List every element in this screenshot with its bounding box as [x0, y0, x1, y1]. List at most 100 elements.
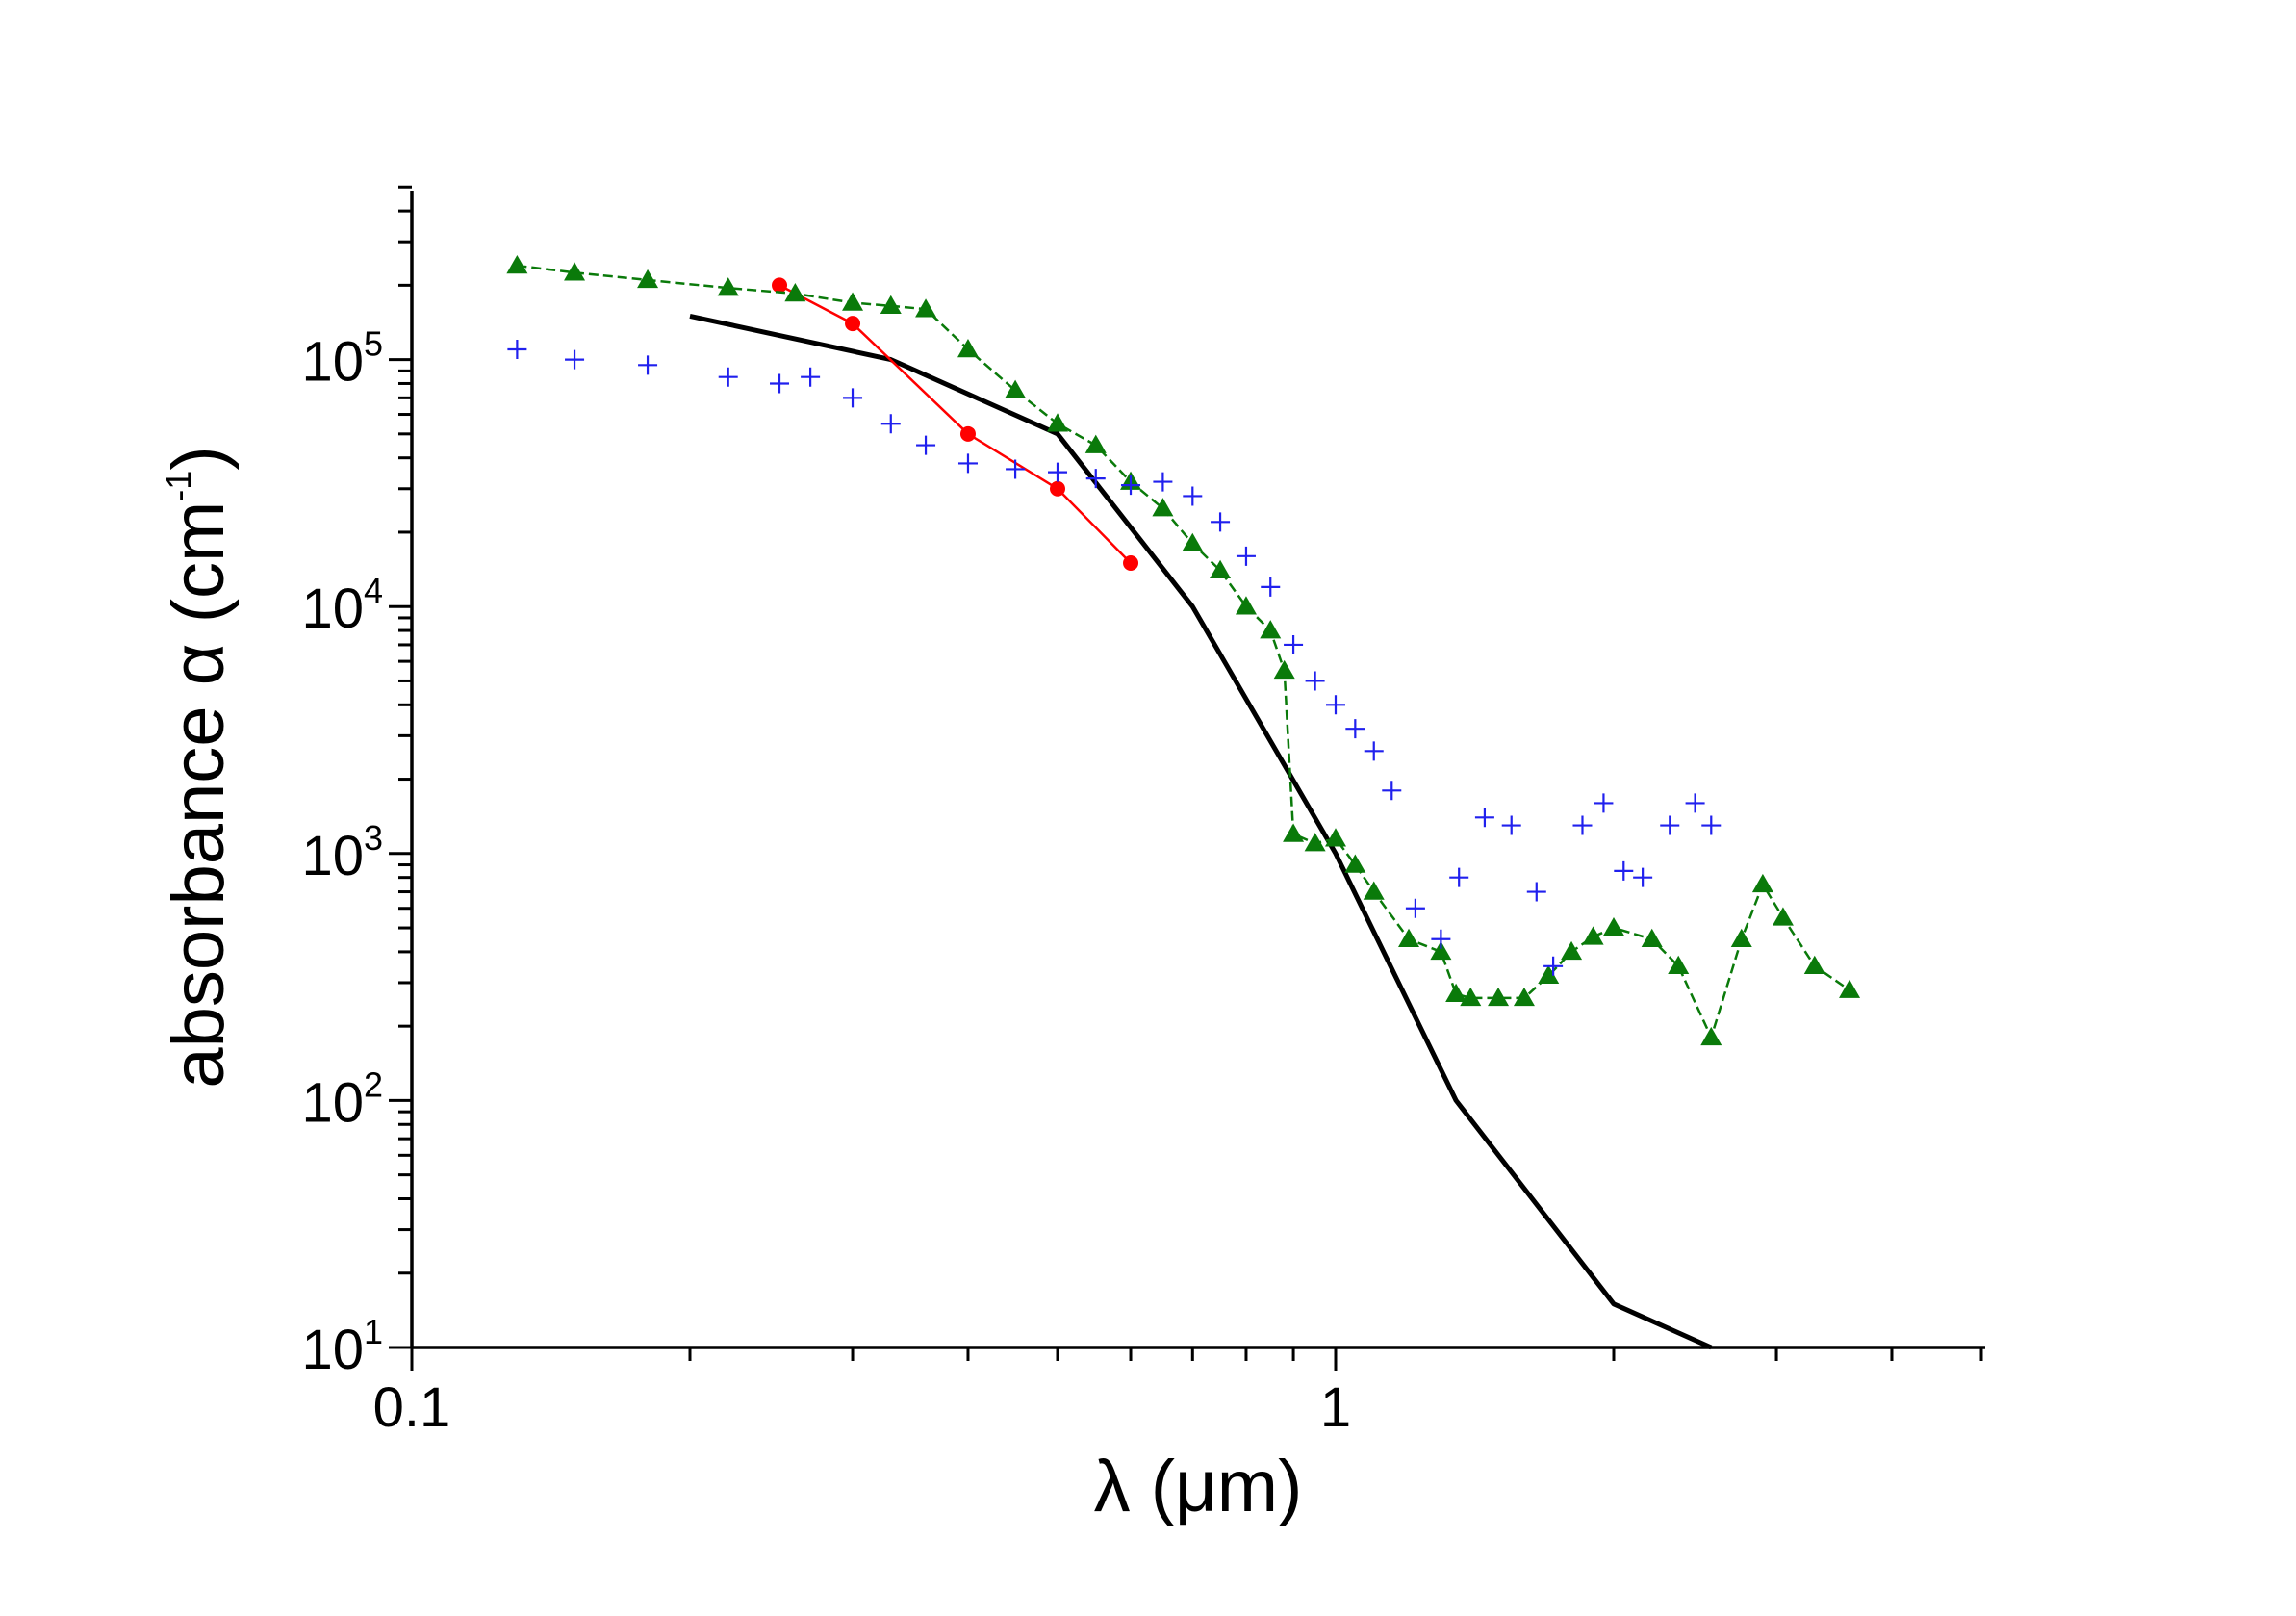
- data-point-triangle: [1641, 928, 1663, 948]
- y-tick-exponent: 3: [364, 818, 383, 858]
- y-tick-base: 10: [301, 577, 364, 640]
- data-point-triangle: [1561, 940, 1583, 961]
- ticks: [389, 185, 1983, 1371]
- y-axis-label: absorbance α (cm-1): [158, 446, 240, 1088]
- series-blue-crosses: [507, 339, 1722, 976]
- data-point-cross: [770, 373, 790, 394]
- data-point-cross: [1685, 793, 1705, 813]
- data-point-triangle: [1047, 413, 1069, 432]
- y-tick-base: 10: [301, 1319, 364, 1381]
- data-point-triangle: [564, 262, 586, 281]
- series-line-black-reference: [689, 313, 1713, 1350]
- data-point-circle: [772, 277, 788, 294]
- series-black-reference: [689, 313, 1713, 1350]
- data-point-triangle: [1344, 854, 1366, 873]
- data-point-triangle: [1325, 828, 1346, 847]
- data-point-triangle: [880, 295, 902, 315]
- y-tick-label: 101: [301, 1312, 383, 1381]
- data-point-cross: [1153, 472, 1173, 492]
- data-point-triangle: [1803, 955, 1825, 975]
- data-point-cross: [507, 339, 527, 359]
- data-point-cross: [1701, 815, 1722, 835]
- data-point-triangle: [637, 269, 659, 289]
- data-point-cross: [1660, 815, 1680, 835]
- data-point-triangle: [1839, 979, 1861, 998]
- y-axis-label-close: ): [158, 446, 240, 470]
- data-point-triangle: [1488, 987, 1510, 1007]
- x-axis-label: λ (μm): [1094, 1446, 1303, 1527]
- y-tick-base: 10: [301, 825, 364, 887]
- data-point-triangle: [1260, 620, 1282, 639]
- y-tick-label: 103: [301, 818, 383, 887]
- y-axis-label-main: absorbance α (cm: [158, 501, 240, 1089]
- data-point-cross: [1431, 929, 1451, 949]
- data-point-cross: [1364, 741, 1384, 761]
- y-tick-exponent: 4: [364, 571, 383, 610]
- data-point-triangle: [1668, 955, 1690, 975]
- y-tick-exponent: 5: [364, 324, 383, 364]
- data-point-triangle: [1398, 928, 1420, 948]
- data-point-triangle: [957, 338, 979, 358]
- data-point-cross: [1449, 867, 1469, 887]
- data-point-cross: [1543, 956, 1564, 976]
- data-point-triangle: [1700, 1026, 1722, 1046]
- data-point-triangle: [1751, 873, 1773, 893]
- data-point-cross: [1345, 719, 1365, 739]
- data-point-cross: [1594, 793, 1614, 813]
- data-point-cross: [1501, 815, 1521, 835]
- y-tick-base: 10: [301, 1071, 364, 1134]
- data-point-triangle: [1772, 907, 1794, 926]
- data-point-cross: [1305, 671, 1325, 691]
- y-tick-label: 105: [301, 324, 383, 394]
- data-point-triangle: [1235, 596, 1257, 615]
- y-tick-label: 104: [301, 571, 383, 640]
- data-point-cross: [1183, 486, 1203, 506]
- data-point-triangle: [717, 277, 739, 296]
- data-point-triangle: [1182, 532, 1204, 551]
- data-point-triangle: [1538, 964, 1560, 985]
- series-line-green-triangles: [517, 264, 1850, 1039]
- data-point-cross: [801, 367, 821, 387]
- y-tick-exponent: 2: [364, 1065, 383, 1104]
- data-point-cross: [1211, 512, 1231, 532]
- data-point-cross: [843, 388, 863, 408]
- data-point-triangle: [1084, 434, 1107, 453]
- data-point-triangle: [1513, 987, 1535, 1007]
- data-point-cross: [1236, 546, 1256, 566]
- data-point-circle: [959, 425, 976, 442]
- data-point-cross: [1405, 898, 1425, 918]
- data-point-triangle: [1283, 823, 1305, 842]
- series-layer: [506, 255, 1861, 1350]
- x-tick-label: 1: [1320, 1376, 1351, 1439]
- data-point-cross: [1572, 815, 1593, 835]
- data-point-cross: [1284, 634, 1304, 654]
- data-point-cross: [1048, 462, 1068, 482]
- series-line-red-circles: [778, 284, 1132, 564]
- data-point-cross: [1006, 459, 1026, 479]
- data-point-cross: [916, 435, 936, 455]
- data-point-triangle: [1304, 833, 1326, 852]
- data-point-triangle: [784, 283, 806, 302]
- data-point-triangle: [1210, 559, 1232, 578]
- data-point-triangle: [1430, 940, 1452, 961]
- data-point-cross: [1474, 808, 1494, 828]
- data-point-cross: [957, 453, 978, 474]
- data-point-triangle: [915, 298, 937, 318]
- data-point-cross: [1261, 577, 1281, 597]
- y-tick-exponent: 1: [364, 1312, 383, 1351]
- data-point-circle: [1123, 555, 1139, 572]
- data-point-cross: [1633, 867, 1653, 887]
- data-point-triangle: [1005, 379, 1027, 398]
- data-point-triangle: [1445, 983, 1467, 1002]
- y-tick-base: 10: [301, 331, 364, 394]
- data-point-triangle: [1363, 881, 1385, 900]
- data-point-triangle: [842, 292, 864, 311]
- data-point-circle: [1050, 480, 1066, 497]
- data-point-cross: [1526, 882, 1546, 902]
- data-point-cross: [565, 349, 585, 370]
- data-point-circle: [845, 316, 861, 332]
- data-point-triangle: [1602, 917, 1624, 936]
